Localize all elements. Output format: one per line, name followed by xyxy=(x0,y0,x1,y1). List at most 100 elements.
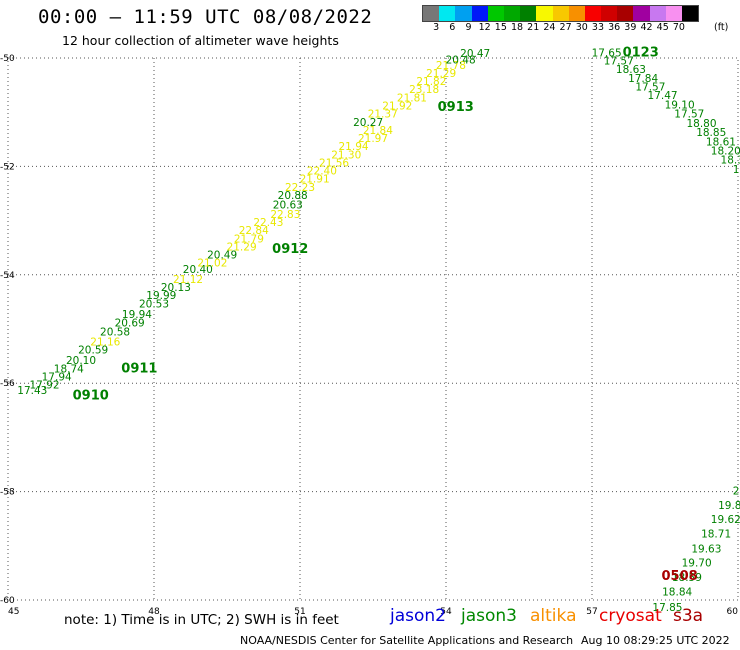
x-tick-label: 54 xyxy=(440,607,452,617)
wave-height-label: 17.94 xyxy=(42,371,72,383)
color-scale-tick: 27 xyxy=(559,22,572,33)
wave-height-label: 20.63 xyxy=(273,200,303,212)
wave-height-label: 19.15 xyxy=(733,164,740,176)
color-scale-unit: (ft) xyxy=(714,22,729,33)
color-swatch-0 xyxy=(423,6,440,21)
wave-height-label: 21.91 xyxy=(300,174,330,186)
color-swatch-11 xyxy=(601,6,618,21)
legend-cryosat: cryosat xyxy=(599,606,662,626)
color-swatch-3 xyxy=(471,6,488,21)
wave-height-label: 20.53 xyxy=(139,298,169,310)
color-swatch-16 xyxy=(682,6,699,21)
color-swatch-9 xyxy=(568,6,585,21)
pass-label: 0910 xyxy=(73,388,109,403)
wave-height-label: 18.37 xyxy=(721,155,740,167)
color-swatch-4 xyxy=(487,6,504,21)
wave-height-label: 21.78 xyxy=(436,60,466,72)
wave-height-label: 21.29 xyxy=(227,241,257,253)
wave-height-label: 22.40 xyxy=(307,166,337,178)
legend-jason2: jason2 xyxy=(390,606,446,626)
wave-height-label: 17.43 xyxy=(17,385,47,397)
wave-height-label: 18.80 xyxy=(686,118,716,130)
wave-height-label: 17.47 xyxy=(648,90,678,102)
color-scale-tick: 12 xyxy=(478,22,491,33)
wave-height-label: 23.18 xyxy=(409,84,439,96)
color-swatch-12 xyxy=(617,6,634,21)
color-scale-tick: 15 xyxy=(494,22,507,33)
data-label-group: 17.4317.9217.9418.7420.1020.5921.1620.58… xyxy=(17,47,740,612)
wave-height-label: 21.82 xyxy=(416,76,446,88)
color-scale-tick: 30 xyxy=(575,22,588,33)
wave-height-label: 21.12 xyxy=(173,274,203,286)
footer-generated-time: Aug 10 08:29:25 UTC 2022 xyxy=(581,634,730,647)
wave-height-label: 17.57 xyxy=(674,109,704,121)
wave-height-label: 18.20 xyxy=(711,145,740,157)
color-swatch-15 xyxy=(665,6,682,21)
x-tick-label: 48 xyxy=(148,607,160,617)
color-swatch-10 xyxy=(584,6,602,21)
color-swatch-5 xyxy=(503,6,521,21)
wave-height-label: 20.48 xyxy=(446,54,476,66)
pass-label: 0913 xyxy=(438,100,474,115)
color-swatch-2 xyxy=(455,6,472,21)
wave-height-label: 20.88 xyxy=(278,190,308,202)
color-swatch-8 xyxy=(552,6,569,21)
wave-height-label: 21.29 xyxy=(426,68,456,80)
x-tick-label: 57 xyxy=(586,607,597,617)
wave-height-label: 20.10 xyxy=(66,355,96,367)
wave-height-label: 21.81 xyxy=(397,92,427,104)
color-scale-bar xyxy=(422,5,700,22)
wave-height-label: 20.40 xyxy=(183,264,213,276)
wave-height-label: 21.30 xyxy=(331,149,361,161)
plot-frame xyxy=(7,57,739,601)
wave-height-label: 18.61 xyxy=(706,136,736,148)
color-swatch-1 xyxy=(439,6,456,21)
y-tick-label: -60 xyxy=(0,596,15,606)
wave-height-label: 18.63 xyxy=(616,64,646,76)
wave-height-label: 21.56 xyxy=(319,157,349,169)
legend-jason3: jason3 xyxy=(461,606,517,626)
pass-label: 0508 xyxy=(662,569,698,584)
color-scale-tick: 21 xyxy=(527,22,540,33)
wave-height-label: 19.94 xyxy=(122,309,152,321)
wave-height-label: 17.65 xyxy=(592,47,622,59)
color-scale-tick: 3 xyxy=(433,22,440,33)
wave-height-label: 17.57 xyxy=(635,82,665,94)
wave-height-label: 21.02 xyxy=(197,258,227,270)
legend-s3a: s3a xyxy=(673,606,704,626)
color-scale-tick: 9 xyxy=(465,22,472,33)
x-tick-label: 51 xyxy=(294,607,305,617)
wave-height-label: 20.27 xyxy=(353,117,383,129)
wave-height-label: 18.85 xyxy=(696,127,726,139)
footer-credit: NOAA/NESDIS Center for Satellite Applica… xyxy=(240,634,574,647)
wave-height-label: 19.63 xyxy=(691,543,721,555)
wave-height-label: 21.84 xyxy=(363,125,393,137)
chart-title: 00:00 – 11:59 UTC 08/08/2022 xyxy=(38,6,373,28)
wave-height-label: 17.57 xyxy=(604,56,634,68)
wave-height-label: 20.58 xyxy=(100,327,130,339)
wave-height-label: 19.10 xyxy=(665,99,695,111)
wave-height-label: 21.94 xyxy=(339,141,369,153)
wave-height-label: 22.84 xyxy=(239,225,269,237)
wave-height-label: 20.47 xyxy=(460,48,490,60)
wave-height-label: 17.84 xyxy=(628,73,658,85)
wave-height-label: 22.83 xyxy=(270,209,300,221)
color-swatch-7 xyxy=(536,6,553,21)
y-tick-label: -52 xyxy=(0,162,15,172)
color-swatch-14 xyxy=(649,6,666,21)
color-scale-tick: 33 xyxy=(591,22,605,33)
wave-height-label: 20.49 xyxy=(207,250,237,262)
x-tick-label: 60 xyxy=(727,607,739,617)
wave-height-label: 22.23 xyxy=(285,182,315,194)
color-scale-tick: 45 xyxy=(656,22,669,33)
wave-height-label: 21.79 xyxy=(234,233,264,245)
wave-height-label: 18.84 xyxy=(662,587,692,599)
wave-height-label: 21.37 xyxy=(368,109,398,121)
color-scale-ticks: 3 6 9 12 15 18 21 24 27 30 33 36 39 42 45 70 xyxy=(428,22,687,33)
color-scale-tick: 24 xyxy=(543,22,556,33)
wave-height-label: 21.92 xyxy=(382,100,412,112)
color-scale-tick: 39 xyxy=(624,22,637,33)
y-tick-label: -56 xyxy=(0,379,15,389)
